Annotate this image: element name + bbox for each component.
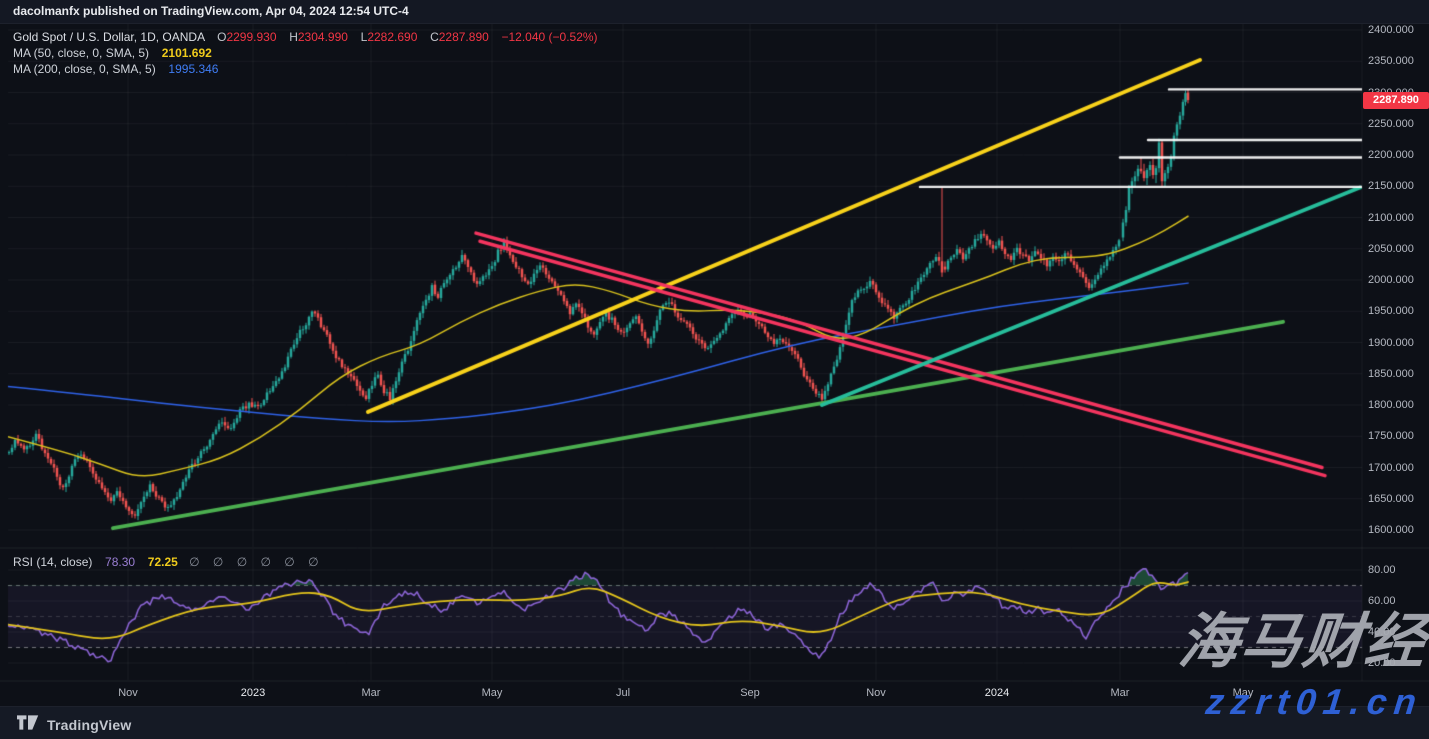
rsi-empty-slots: ∅ ∅ ∅ ∅ ∅ ∅	[189, 555, 324, 569]
ohlc-open: O2299.930	[217, 30, 277, 44]
ohlc-high: H2304.990	[289, 30, 348, 44]
ohlc-low: L2282.690	[360, 30, 418, 44]
publish-line: dacolmanfx published on TradingView.com,…	[13, 4, 409, 18]
watermark-cn: 海马财经	[1175, 608, 1429, 675]
symbol-legend-row[interactable]: Gold Spot / U.S. Dollar, 1D, OANDA O2299…	[13, 30, 598, 44]
rsi-label: RSI (14, close)	[13, 555, 93, 569]
ma200-label: MA (200, close, 0, SMA, 5)	[13, 62, 156, 76]
symbol-title: Gold Spot / U.S. Dollar, 1D, OANDA	[13, 30, 205, 44]
tradingview-logo-icon	[17, 715, 39, 735]
change-value: −12.040 (−0.52%)	[501, 30, 598, 44]
rsi-value: 78.30	[105, 555, 136, 569]
rsi-ma-value: 72.25	[147, 555, 178, 569]
rsi-legend-row[interactable]: RSI (14, close) 78.30 72.25 ∅ ∅ ∅ ∅ ∅ ∅	[13, 555, 324, 569]
ma50-label: MA (50, close, 0, SMA, 5)	[13, 46, 150, 60]
tradingview-brand-text: TradingView	[47, 717, 132, 733]
watermark-url: zzrt01.cn	[1203, 681, 1426, 722]
footer-bar: TradingView	[0, 706, 1429, 739]
ma50-legend-row[interactable]: MA (50, close, 0, SMA, 5) 2101.692	[13, 46, 212, 60]
ma50-value: 2101.692	[161, 46, 212, 60]
ohlc-close: C2287.890	[430, 30, 489, 44]
ma200-legend-row[interactable]: MA (200, close, 0, SMA, 5) 1995.346	[13, 62, 218, 76]
ma200-value: 1995.346	[168, 62, 219, 76]
tradingview-brand-link[interactable]: TradingView	[17, 715, 131, 735]
publish-header-strip: dacolmanfx published on TradingView.com,…	[0, 0, 1429, 24]
last-price-badge: 2287.890	[1363, 91, 1429, 109]
